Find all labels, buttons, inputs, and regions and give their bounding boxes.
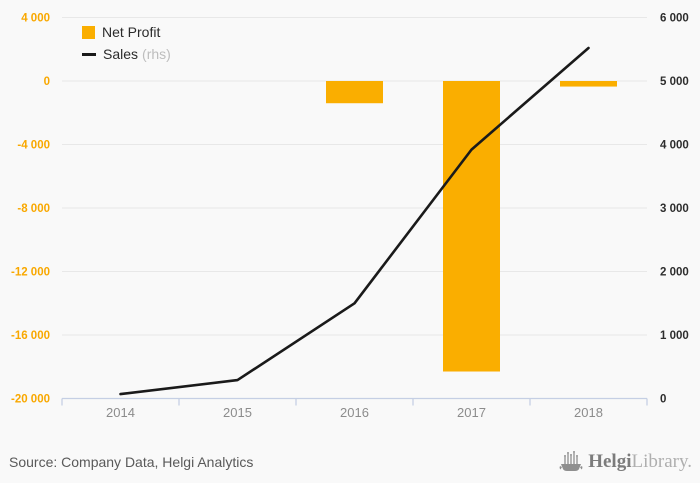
legend-label-sales: Sales (rhs) [103, 46, 171, 62]
x-axis-year-label: 2016 [340, 405, 369, 420]
right-axis-tick-label: 3 000 [660, 203, 689, 215]
left-axis-tick-label: -4 000 [17, 140, 50, 152]
footer: Source: Company Data, Helgi Analytics [0, 440, 700, 483]
legend: Net Profit Sales (rhs) [82, 24, 171, 62]
logo-text-bold: Helgi [588, 451, 632, 472]
bar-net-profit-2016 [326, 81, 383, 104]
right-axis-tick-label: 2 000 [660, 267, 689, 279]
net-profit-swatch-icon [82, 25, 95, 39]
right-axis-tick-label: 6 000 [660, 13, 689, 25]
x-axis-year-label: 2017 [457, 405, 486, 420]
sales-line [119, 46, 590, 396]
legend-label-sales-suffix: (rhs) [142, 46, 171, 62]
x-axis-year-label: 2014 [106, 405, 135, 420]
x-axis-year-label: 2015 [223, 405, 252, 420]
right-axis-tick-label: 0 [660, 394, 666, 406]
left-axis-tick-label: -20 000 [11, 394, 50, 406]
left-axis-tick-label: -12 000 [11, 267, 50, 279]
left-axis-tick-label: 0 [44, 76, 50, 88]
right-axis-tick-label: 1 000 [660, 330, 689, 342]
helgi-logo-ship-icon [559, 451, 583, 471]
left-axis-tick-label: 4 000 [21, 13, 50, 25]
x-axis-year-label: 2018 [574, 405, 603, 420]
right-axis-tick-label: 4 000 [660, 140, 689, 152]
helgi-logo-text: HelgiLibrary. [588, 452, 692, 471]
left-axis-tick-label: -8 000 [17, 203, 50, 215]
chart-canvas: 4 000 0 -4 000 -8 000 -12 000 -16 000 -20 000 6… [11, 13, 689, 421]
legend-item-net-profit: Net Profit [82, 24, 171, 40]
legend-label-net-profit: Net Profit [102, 24, 161, 40]
source-caption: Source: Company Data, Helgi Analytics [9, 453, 254, 470]
left-axis-tick-label: -16 000 [11, 330, 50, 342]
legend-item-sales: Sales (rhs) [82, 46, 171, 62]
right-axis-tick-label: 5 000 [660, 76, 689, 88]
chart-area: 4 000 0 -4 000 -8 000 -12 000 -16 000 -20 000 6… [11, 13, 689, 421]
bar-net-profit-2017 [443, 81, 500, 372]
helgi-library-logo: HelgiLibrary. [559, 450, 692, 473]
sales-line-swatch-icon [82, 52, 96, 56]
bar-net-profit-2018 [560, 81, 617, 87]
logo-text-light: Library. [631, 451, 693, 472]
